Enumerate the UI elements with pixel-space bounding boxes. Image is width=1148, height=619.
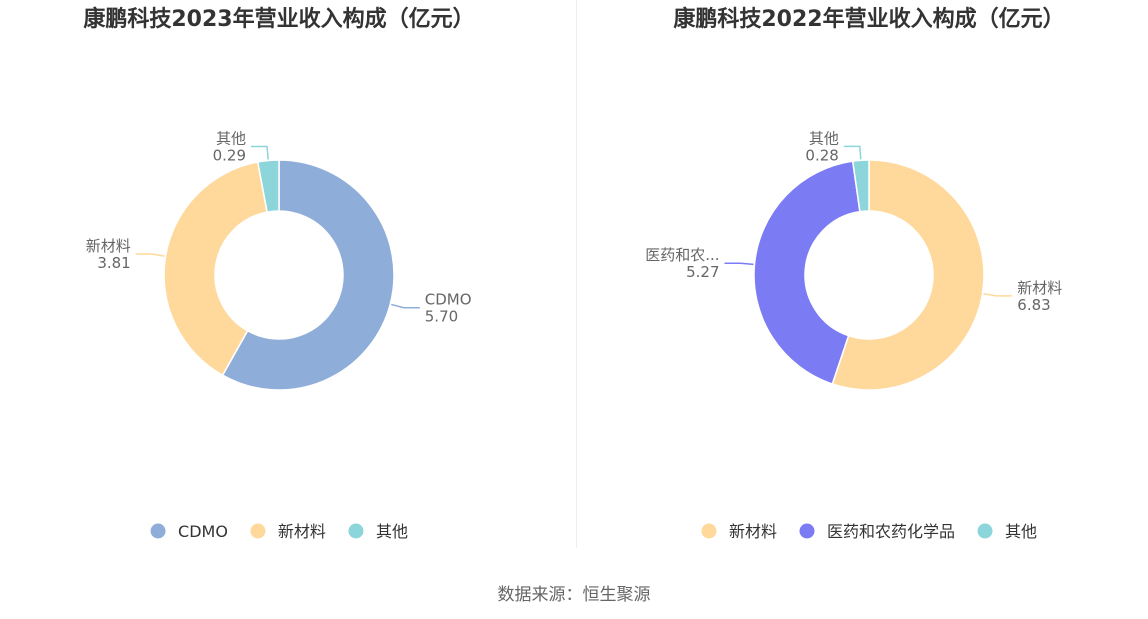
chart2-leader--: [724, 262, 754, 266]
chart2-value--: 6.83: [1017, 296, 1050, 314]
chart1-legend-marker-cdmo: [150, 523, 166, 539]
chart2-slice--: [831, 159, 985, 391]
chart1-label--: 新材料: [86, 237, 131, 255]
chart2-title: 康鹏科技2022年营业收入构成（亿元）: [673, 6, 1064, 32]
chart1-legend-label--: 新材料: [278, 522, 326, 541]
chart1-leader-cdmo: [391, 303, 420, 309]
chart1-value-cdmo: 5.70: [425, 308, 458, 326]
chart1-label--: 其他: [216, 130, 246, 148]
chart2-legend-marker--: [799, 523, 815, 539]
chart1-leader--: [251, 145, 269, 160]
chart2-slice--: [753, 160, 861, 385]
chart2-legend-label--: 新材料: [729, 522, 777, 541]
chart2-value--: 0.28: [805, 146, 838, 164]
chart2-leader--: [983, 293, 1013, 297]
chart1-leader--: [135, 253, 165, 257]
chart2-legend-label--: 医药和农药化学品: [827, 522, 955, 541]
chart1-legend-marker--: [348, 523, 364, 539]
chart1-value--: 0.29: [213, 147, 246, 165]
chart2-leader--: [843, 145, 862, 160]
chart1-slice-cdmo: [221, 159, 395, 391]
chart2-label--: 其他: [809, 129, 839, 147]
chart2-label--: 新材料: [1017, 279, 1062, 297]
chart2-legend-marker--: [977, 523, 993, 539]
chart2-slice--: [851, 159, 870, 213]
chart2-legend-marker--: [701, 523, 717, 539]
chart1-legend-label--: 其他: [376, 522, 408, 541]
chart1-value--: 3.81: [97, 254, 130, 272]
chart1-legend-label-cdmo: CDMO: [178, 522, 228, 541]
chart1-legend-marker--: [250, 523, 266, 539]
chart1-slice--: [256, 159, 280, 213]
chart1-slice--: [163, 161, 269, 377]
chart1-label-cdmo: CDMO: [425, 291, 472, 309]
chart2-label--: 医药和农...: [645, 246, 719, 264]
chart-divider: [576, 0, 577, 548]
chart2-value--: 5.27: [686, 263, 719, 281]
data-source: 数据来源：恒生聚源: [497, 585, 651, 605]
chart2-legend-label--: 其他: [1005, 522, 1037, 541]
chart1-title: 康鹏科技2023年营业收入构成（亿元）: [83, 6, 474, 32]
